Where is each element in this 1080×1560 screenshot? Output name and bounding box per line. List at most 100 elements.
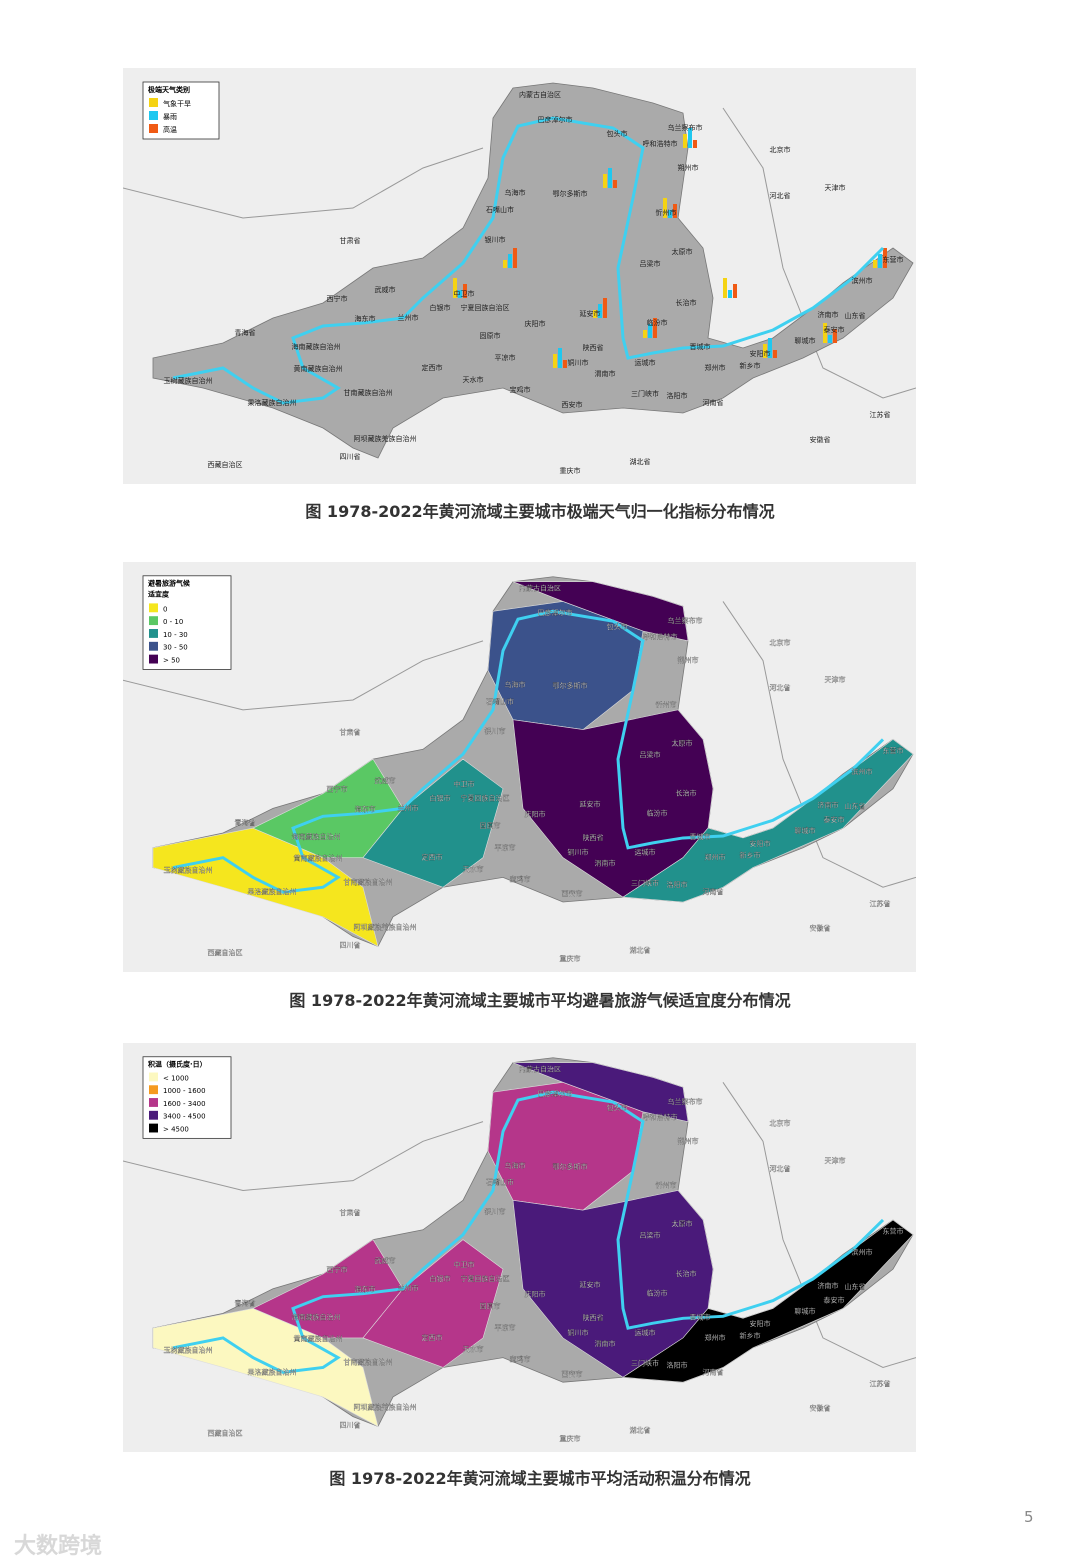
place-label: 四川省 <box>340 1420 361 1429</box>
place-label: 青海省 <box>235 1299 256 1308</box>
weather-bar <box>878 254 882 268</box>
place-label: 海东市 <box>355 1285 376 1294</box>
river <box>172 1090 885 1374</box>
place-label: 渭南市 <box>595 1339 616 1348</box>
weather-bar <box>668 210 672 218</box>
legend-swatch <box>149 124 158 133</box>
place-label: 阿坝藏族羌族自治州 <box>354 1403 417 1412</box>
legend-swatch <box>149 1123 158 1133</box>
place-label: 东营市 <box>883 1227 904 1236</box>
place-label: 郑州市 <box>705 853 726 862</box>
place-label: 银川市 <box>485 1207 506 1216</box>
weather-bar <box>733 284 737 298</box>
place-label: 兰州市 <box>398 313 419 322</box>
place-label: 海南藏族自治州 <box>292 342 341 351</box>
legend-label: > 4500 <box>163 1126 189 1134</box>
legend-swatch <box>149 1085 158 1095</box>
place-label: 河北省 <box>770 1164 791 1173</box>
place-label: 吕梁市 <box>640 1231 661 1240</box>
place-label: 鄂尔多斯市 <box>553 189 588 198</box>
weather-bar <box>558 348 562 368</box>
place-label: 河南省 <box>703 887 724 896</box>
place-label: 陕西省 <box>583 343 604 352</box>
weather-bar <box>598 304 602 318</box>
place-label: 三门峡市 <box>631 1359 659 1368</box>
place-label: 重庆市 <box>560 1434 581 1443</box>
place-label: 天水市 <box>463 865 484 874</box>
legend-swatch <box>149 641 158 651</box>
place-label: 呼和浩特市 <box>643 139 678 148</box>
place-label: 阿坝藏族羌族自治州 <box>354 434 417 443</box>
place-label: 东营市 <box>883 255 904 264</box>
weather-bar <box>513 248 517 268</box>
legend-label: 高温 <box>163 125 177 134</box>
border <box>123 640 484 711</box>
place-label: 天津市 <box>825 675 846 684</box>
place-label: 聊城市 <box>795 826 816 835</box>
place-label: 乌海市 <box>505 680 526 689</box>
place-label: 河南省 <box>703 398 724 407</box>
place-label: 定西市 <box>422 853 443 862</box>
page-number: 5 <box>1024 1508 1034 1526</box>
place-label: 朔州市 <box>678 163 699 172</box>
weather-bar <box>648 324 652 338</box>
place-label: 陕西省 <box>583 1313 604 1322</box>
place-label: 黄南藏族自治州 <box>294 364 343 373</box>
legend-swatch <box>149 616 158 626</box>
weather-bar <box>508 254 512 268</box>
legend-title: 极端天气类别 <box>148 85 190 94</box>
place-label: 宁夏回族自治区 <box>461 794 510 803</box>
weather-bar <box>553 354 557 368</box>
weather-bar <box>768 338 772 358</box>
weather-bar <box>773 350 777 358</box>
place-label: 阿坝藏族羌族自治州 <box>354 923 417 932</box>
weather-bar <box>608 168 612 188</box>
place-label: 定西市 <box>422 363 443 372</box>
place-label: 武威市 <box>375 285 396 294</box>
weather-bar <box>883 248 887 268</box>
place-label: 滨州市 <box>852 276 873 285</box>
place-label: 西安市 <box>562 889 583 898</box>
place-label: 泰安市 <box>824 1296 845 1305</box>
weather-bar <box>593 310 597 318</box>
place-label: 运城市 <box>635 358 656 367</box>
place-label: 长治市 <box>676 1269 697 1278</box>
place-label: 海南藏族自治州 <box>292 832 341 841</box>
legend: 积温（摄氏度·日） < 1000 1000 - 1600 1600 - 3400 340… <box>142 1056 232 1139</box>
legend-label: 30 - 50 <box>163 644 188 652</box>
weather-bar <box>563 360 567 368</box>
place-label: 乌兰察布市 <box>668 123 703 132</box>
place-label: 天水市 <box>463 1345 484 1354</box>
place-label: 吕梁市 <box>640 750 661 759</box>
river <box>172 116 885 405</box>
legend-label: 暴雨 <box>163 113 177 121</box>
place-label: 黄南藏族自治州 <box>294 854 343 863</box>
place-label: 忻州市 <box>656 208 677 217</box>
place-label: 济南市 <box>818 310 839 319</box>
place-label: 巴彦淖尔市 <box>538 1089 573 1098</box>
legend-swatch <box>149 1110 158 1120</box>
place-label: 重庆市 <box>560 466 581 475</box>
place-label: 玉树藏族自治州 <box>164 1346 213 1355</box>
place-label: 白银市 <box>430 303 451 312</box>
region <box>622 1219 914 1383</box>
place-label: 内蒙古自治区 <box>519 584 561 593</box>
place-label: 济南市 <box>818 1281 839 1290</box>
place-label: 武威市 <box>375 1256 396 1265</box>
place-label: 宁夏回族自治区 <box>461 303 510 312</box>
place-label: 宝鸡市 <box>510 874 531 883</box>
legend-swatch <box>149 1072 158 1082</box>
place-label: 三门峡市 <box>631 878 659 887</box>
legend-label: < 1000 <box>163 1074 189 1082</box>
place-label: 铜川市 <box>568 1328 589 1337</box>
place-label: 白银市 <box>430 1274 451 1283</box>
place-label: 庆阳市 <box>525 1290 546 1299</box>
place-label: 湖北省 <box>630 1425 651 1434</box>
place-label: 陕西省 <box>583 833 604 842</box>
place-label: 内蒙古自治区 <box>519 1065 561 1074</box>
place-label: 甘肃省 <box>340 728 361 737</box>
place-label: 三门峡市 <box>631 389 659 398</box>
place-label: 西藏自治区 <box>208 1428 243 1437</box>
place-label: 固原市 <box>480 1302 501 1311</box>
